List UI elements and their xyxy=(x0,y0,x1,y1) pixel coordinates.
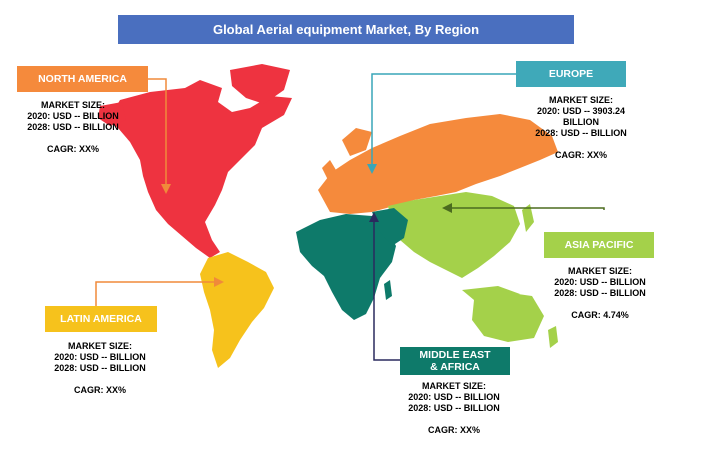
arrow-latin-america xyxy=(214,277,224,287)
info-europe: MARKET SIZE: 2020: USD -- 3903.24 BILLIO… xyxy=(526,95,636,161)
cagr-value: CAGR: 4.74% xyxy=(571,310,629,320)
uk-shape xyxy=(322,160,336,180)
japan-shape xyxy=(522,204,534,232)
market-size-label: MARKET SIZE: xyxy=(568,266,632,276)
connector-latin-america xyxy=(95,281,218,306)
info-north-america: MARKET SIZE: 2020: USD -- BILLION 2028: … xyxy=(18,100,128,155)
map-title: Global Aerial equipment Market, By Regio… xyxy=(118,15,574,44)
arrow-europe xyxy=(367,164,377,174)
label-latin-america: LATIN AMERICA xyxy=(45,306,157,332)
info-asia-pacific: MARKET SIZE: 2020: USD -- BILLION 2028: … xyxy=(545,266,655,321)
arrow-north-america xyxy=(161,184,171,194)
label-asia-pacific: ASIA PACIFIC xyxy=(544,232,654,258)
label-europe: EUROPE xyxy=(516,61,626,87)
region-middle-east-africa xyxy=(296,208,408,320)
value-2028: 2028: USD -- BILLION xyxy=(27,122,119,132)
value-2020: 2020: USD -- BILLION xyxy=(408,392,500,402)
arrow-asia-pacific xyxy=(442,203,452,213)
value-2020: 2020: USD -- 3903.24 xyxy=(536,106,626,116)
cagr-value: CAGR: XX% xyxy=(427,425,480,435)
cagr-value: CAGR: XX% xyxy=(46,144,99,154)
connector-asia-pacific xyxy=(448,207,605,210)
value-2020-cont: BILLION xyxy=(563,117,599,127)
alaska-shape xyxy=(98,102,126,126)
latin-america-shape xyxy=(200,252,274,368)
value-2020: 2020: USD -- BILLION xyxy=(27,111,119,121)
connector-europe xyxy=(371,73,516,168)
value-2020: 2020: USD -- BILLION xyxy=(554,277,646,287)
connector-north-america xyxy=(148,78,167,188)
market-size-label: MARKET SIZE: xyxy=(422,381,486,391)
madagascar-shape xyxy=(384,280,392,300)
market-size-label: MARKET SIZE: xyxy=(68,341,132,351)
australia-shape xyxy=(472,292,544,342)
info-middle-east-africa: MARKET SIZE: 2020: USD -- BILLION 2028: … xyxy=(399,381,509,436)
value-2028: 2028: USD -- BILLION xyxy=(54,363,146,373)
value-2028: 2028: USD -- BILLION xyxy=(554,288,646,298)
middle-east-shape xyxy=(372,208,408,246)
value-2028: 2028: USD -- BILLION xyxy=(408,403,500,413)
europe-shape xyxy=(318,114,558,214)
scandinavia-shape xyxy=(342,128,372,156)
north-america-shape xyxy=(108,80,292,258)
connector-middle-east-africa xyxy=(373,218,400,361)
region-north-america xyxy=(98,64,292,258)
new-zealand-shape xyxy=(548,326,558,348)
connector-lines xyxy=(95,73,605,361)
region-europe xyxy=(318,114,558,214)
africa-shape xyxy=(296,214,396,320)
greenland-shape xyxy=(230,64,290,104)
asia-shape xyxy=(388,192,520,278)
info-latin-america: MARKET SIZE: 2020: USD -- BILLION 2028: … xyxy=(45,341,155,396)
cagr-value: CAGR: XX% xyxy=(73,385,126,395)
label-middle-east-africa: MIDDLE EAST & AFRICA xyxy=(400,347,510,375)
value-2020: 2020: USD -- BILLION xyxy=(54,352,146,362)
label-north-america: NORTH AMERICA xyxy=(17,66,148,92)
arrow-middle-east-africa xyxy=(369,212,379,222)
market-size-label: MARKET SIZE: xyxy=(549,95,613,105)
market-size-label: MARKET SIZE: xyxy=(41,100,105,110)
region-latin-america xyxy=(200,252,274,368)
cagr-value: CAGR: XX% xyxy=(554,150,607,160)
region-asia-pacific xyxy=(388,192,558,348)
value-2028: 2028: USD -- BILLION xyxy=(535,128,627,138)
